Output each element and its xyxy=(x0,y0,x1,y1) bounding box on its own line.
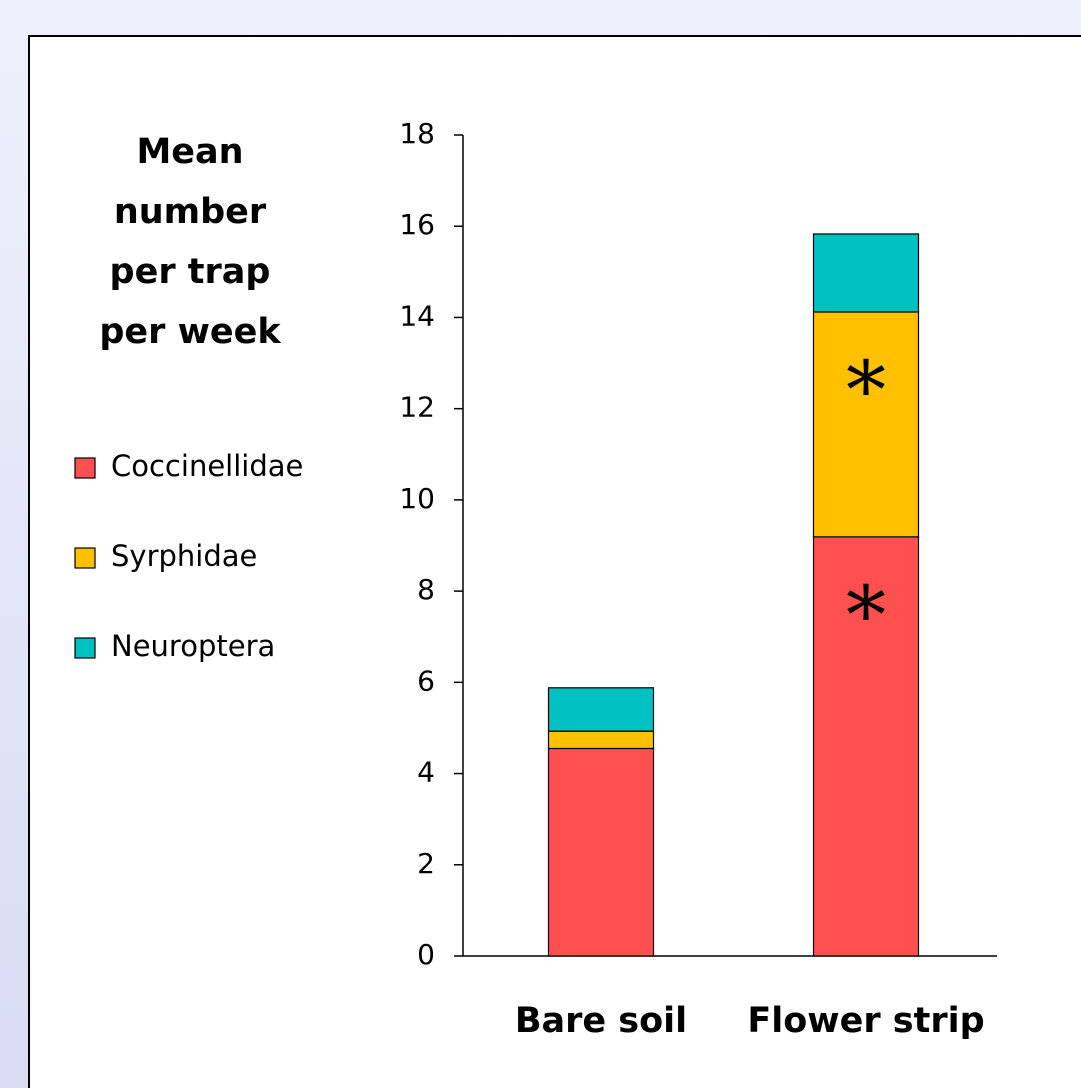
y-tick-label: 4 xyxy=(417,756,435,789)
y-axis-label: Mean number per trap per week xyxy=(99,132,281,352)
annotation: * xyxy=(846,569,886,662)
x-tick-label: Flower strip xyxy=(747,1001,984,1041)
y-tick-label: 0 xyxy=(417,938,435,971)
legend-label: Neuroptera xyxy=(111,629,275,663)
y-tick-label: 6 xyxy=(417,664,435,697)
bar-segment xyxy=(547,730,655,750)
bar-segment xyxy=(812,311,920,538)
annotation: * xyxy=(846,344,886,437)
y-tick-label: 2 xyxy=(417,847,435,880)
bar-segment xyxy=(547,687,655,732)
y-tick-label: 8 xyxy=(417,573,435,606)
y-tick-label: 14 xyxy=(399,299,435,332)
legend-swatch xyxy=(74,457,96,479)
y-tick-label: 16 xyxy=(399,208,435,241)
legend-label: Coccinellidae xyxy=(111,449,303,483)
bar-segment xyxy=(812,233,920,313)
bar-segment xyxy=(547,747,655,957)
legend-swatch xyxy=(74,547,96,569)
y-tick-label: 10 xyxy=(399,482,435,515)
bar-segment xyxy=(812,536,920,957)
x-tick-label: Bare soil xyxy=(515,1001,687,1041)
y-tick-label: 18 xyxy=(399,117,435,150)
legend-swatch xyxy=(74,637,96,659)
legend-label: Syrphidae xyxy=(111,539,257,573)
y-label-box: Mean number per trap per week xyxy=(99,132,281,352)
y-tick-label: 12 xyxy=(399,391,435,424)
